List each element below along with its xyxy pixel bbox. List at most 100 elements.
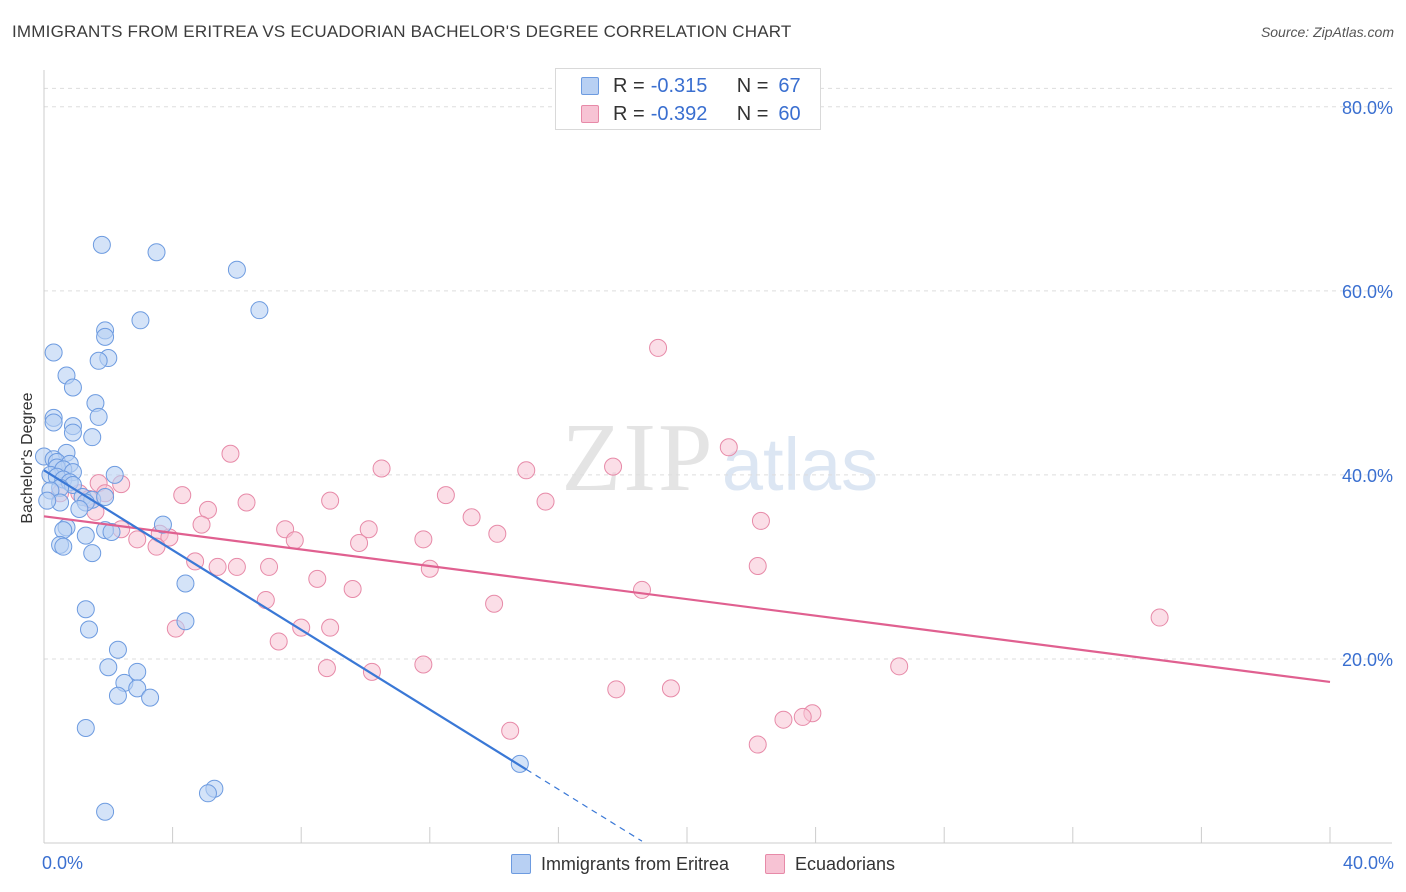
eritrea-point	[38, 491, 57, 510]
ecuadorians-point	[343, 580, 362, 599]
eritrea-point	[131, 311, 150, 330]
axes	[43, 70, 1392, 844]
eritrea-point	[92, 235, 111, 254]
ecuadorians-point	[661, 679, 680, 698]
eritrea-point	[227, 260, 246, 279]
chart-title: IMMIGRANTS FROM ERITREA VS ECUADORIAN BA…	[12, 22, 792, 41]
ecuadorians-point	[285, 531, 304, 550]
x-tick-label-max: 40.0%	[1342, 853, 1394, 873]
n-value: 67	[778, 74, 801, 97]
ecuadorians-point	[748, 735, 767, 754]
ecuadorians-point	[269, 632, 288, 651]
legend-item-ecuadorians[interactable]: Ecuadorians	[764, 853, 896, 875]
eritrea-point	[128, 679, 147, 698]
eritrea-trend-extension	[525, 768, 643, 842]
ecuadorians-point	[793, 707, 812, 726]
ecuadorians-point	[501, 721, 520, 740]
legend-label-ecuadorians: Ecuadorians	[794, 853, 896, 874]
ecuadorians-point	[890, 657, 909, 676]
ecuadorians-point	[128, 530, 147, 549]
ecuadorians-point	[414, 655, 433, 674]
r-label: R =	[613, 74, 645, 97]
eritrea-point	[83, 428, 102, 447]
ecuadorians-point	[436, 486, 455, 505]
ecuadorians-point	[221, 444, 240, 463]
ecuadorians-point	[237, 493, 256, 512]
ecuadorians-point	[317, 659, 336, 678]
r-value: -0.392	[650, 102, 708, 125]
ecuadorians-point	[536, 492, 555, 511]
eritrea-point	[99, 658, 118, 677]
legend-swatch-ecuadorians	[764, 854, 785, 874]
eritrea-point	[44, 413, 63, 432]
ecuadorians-point	[632, 580, 651, 599]
y-tick-labels: 20.0% 40.0% 60.0% 80.0%	[1342, 98, 1393, 670]
ecuadorians-point	[227, 557, 246, 576]
ecuadorians-point	[488, 524, 507, 543]
ecuadorians-point	[462, 508, 481, 527]
ecuadorians-point	[649, 338, 668, 357]
ecuadorians-point	[748, 557, 767, 576]
eritrea-point	[76, 718, 95, 737]
trend-lines	[43, 469, 1331, 842]
eritrea-point	[96, 487, 115, 506]
eritrea-point	[54, 537, 73, 556]
eritrea-point	[176, 612, 195, 631]
ecuadorians-point	[321, 491, 340, 510]
ecuadorians-point	[420, 559, 439, 578]
ecuadorians-point	[192, 515, 211, 534]
ecuadorians-swatch	[581, 105, 599, 123]
ecuadorians-point	[774, 710, 793, 729]
eritrea-points	[35, 235, 529, 821]
ecuadorians-point	[485, 594, 504, 613]
ecuadorians-point	[719, 438, 738, 457]
ecuadorians-point	[173, 486, 192, 505]
ecuadorians-point	[321, 618, 340, 637]
ecuadorians-point	[1150, 608, 1169, 627]
eritrea-point	[76, 526, 95, 545]
eritrea-point	[83, 544, 102, 563]
ecuadorians-point	[607, 680, 626, 699]
ecuadorians-point	[350, 534, 369, 553]
eritrea-point	[76, 600, 95, 619]
ecuadorians-point	[260, 557, 279, 576]
eritrea-point	[153, 515, 172, 534]
gridlines	[44, 87, 1392, 660]
legend-swatch-eritrea	[510, 854, 531, 874]
ecuadorians-point	[208, 557, 227, 576]
y-tick-label: 40.0%	[1342, 466, 1393, 486]
ecuadorians-point	[256, 591, 275, 610]
ecuadorians-point	[372, 459, 391, 478]
ecuadorians-trend-line	[43, 515, 1331, 684]
y-tick-label: 20.0%	[1342, 650, 1393, 670]
ecuadorians-point	[359, 520, 378, 539]
x-tick-label-min: 0.0%	[42, 853, 84, 873]
legend-label-eritrea: Immigrants from Eritrea	[540, 853, 729, 874]
eritrea-point	[108, 686, 127, 705]
ecuadorians-points	[51, 338, 1169, 754]
eritrea-point	[108, 640, 127, 659]
stats-row-ecuadorians: R = -0.392 N = 60	[556, 99, 801, 129]
watermark-zip: ZIP	[562, 404, 715, 512]
n-value: 60	[778, 102, 801, 125]
stats-row-eritrea: R = -0.315 N = 67	[556, 71, 801, 101]
eritrea-point	[105, 465, 124, 484]
eritrea-point	[141, 688, 160, 707]
r-value: -0.315	[650, 74, 708, 97]
n-label: N =	[736, 102, 769, 125]
eritrea-point	[89, 407, 108, 426]
eritrea-point	[70, 499, 89, 518]
legend-item-eritrea[interactable]: Immigrants from Eritrea	[510, 853, 729, 875]
r-label: R =	[613, 102, 645, 125]
eritrea-point	[54, 521, 73, 540]
eritrea-point	[96, 327, 115, 346]
ecuadorians-point	[604, 457, 623, 476]
eritrea-point	[44, 343, 63, 362]
ecuadorians-point	[517, 461, 536, 480]
watermark: ZIP atlas	[562, 404, 879, 512]
y-tick-label: 60.0%	[1342, 282, 1393, 302]
ecuadorians-point	[751, 511, 770, 530]
n-label: N =	[736, 74, 769, 97]
series-legend: Immigrants from Eritrea Ecuadorians	[0, 851, 1406, 877]
